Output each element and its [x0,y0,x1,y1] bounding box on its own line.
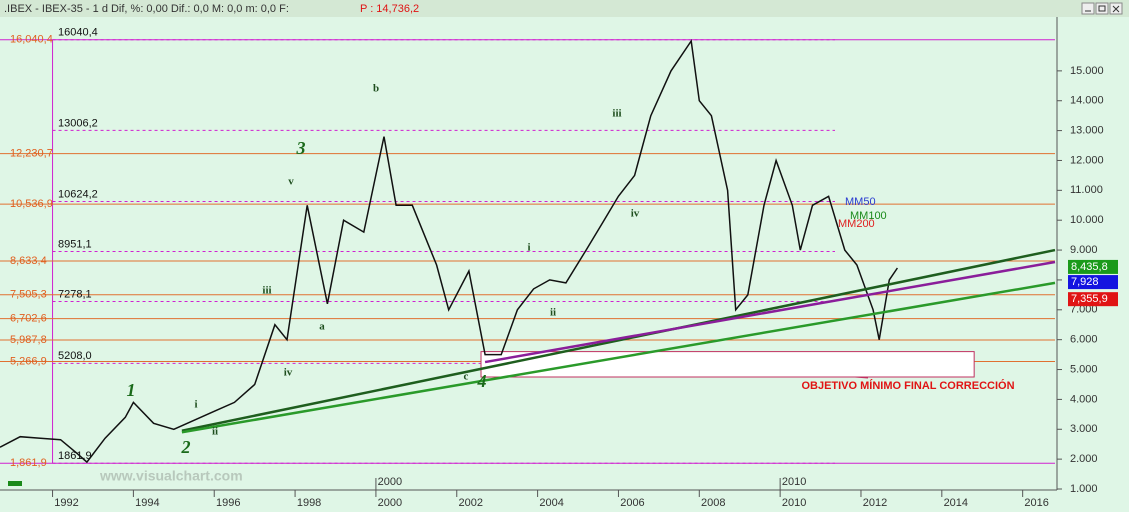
level-label: 1,861,9 [10,457,47,469]
fib-label: 8951,1 [58,238,92,250]
y-tick-label: 13.000 [1070,125,1104,137]
last-value-label: 8,435,8 [1071,261,1108,273]
last-value-box [1068,259,1118,274]
wave-label: 2 [181,437,191,457]
wave-label: iii [612,108,621,120]
status-icon [8,481,22,486]
y-tick-label: 14.000 [1070,95,1104,107]
last-value-box [1068,275,1118,290]
wave-label: 3 [296,138,306,158]
y-tick-label: 2.000 [1070,453,1098,465]
y-tick-label: 5.000 [1070,363,1098,375]
x-tick-label: 1994 [135,497,159,509]
y-tick-label: 1.000 [1070,483,1098,495]
trendline [181,281,1056,434]
era-label: 2010 [782,476,806,488]
y-tick-label: 9.000 [1070,244,1098,256]
x-tick-label: 2002 [459,497,483,509]
wave-label: v [288,176,294,188]
x-tick-label: 2012 [863,497,887,509]
wave-label: c [464,371,469,383]
x-tick-label: 2016 [1024,497,1048,509]
level-label: 16,040,4 [10,34,53,46]
target-pointer [854,376,869,379]
last-value-label: 7,928 [1071,276,1099,288]
y-tick-label: 7.000 [1070,304,1098,316]
ma-label: MM100 [850,210,887,222]
x-tick-label: 2006 [620,497,644,509]
level-label: 6,702,6 [10,313,47,325]
title-bar [0,0,1129,17]
wave-label: b [373,83,379,95]
wave-label: i [194,399,197,411]
y-tick-label: 3.000 [1070,423,1098,435]
wave-label: 4 [477,371,487,391]
level-label: 5,266,9 [10,355,47,367]
x-tick-label: 2010 [782,497,806,509]
maximize-icon [1098,5,1106,12]
y-tick-label: 4.000 [1070,393,1098,405]
wave-label: 1 [127,380,136,400]
wave-label: ii [212,426,218,438]
x-tick-label: 2000 [378,497,402,509]
x-tick-label: 1998 [297,497,321,509]
wave-label: a [319,321,325,333]
close-icon [1112,5,1120,13]
last-value-label: 7,355,9 [1071,293,1108,305]
fib-label: 7278,1 [58,288,92,300]
watermark: www.visualchart.com [99,468,243,484]
x-tick-label: 2014 [944,497,968,509]
level-label: 5,987,8 [10,334,47,346]
x-tick-label: 1992 [54,497,78,509]
wave-label: iii [262,285,271,297]
window-title: .IBEX - IBEX-35 - 1 d Dif, %: 0,00 Dif.:… [4,3,289,15]
era-label: 2000 [378,476,402,488]
maximize-button[interactable] [1095,2,1109,15]
level-label: 7,505,3 [10,289,47,301]
fib-label: 10624,2 [58,188,98,200]
target-label: OBJETIVO MÍNIMO FINAL CORRECCIÓN [801,379,1014,392]
trendline [181,248,1056,432]
wave-label: i [527,242,530,254]
fib-label: 5208,0 [58,350,92,362]
fib-label: 13006,2 [58,117,98,129]
minimize-button[interactable] [1081,2,1095,15]
x-tick-label: 2004 [539,497,563,509]
level-label: 8,633,4 [10,255,47,267]
level-label: 10,536,9 [10,198,53,210]
ma-label: MM200 [838,218,875,230]
trendline [484,260,1056,364]
y-tick-label: 12.000 [1070,154,1104,166]
y-tick-label: 11.000 [1070,184,1103,196]
y-tick-label: 10.000 [1070,214,1104,226]
wave-label: ii [550,307,556,319]
y-tick-label: 15.000 [1070,65,1104,77]
x-tick-label: 1996 [216,497,240,509]
x-tick-label: 2008 [701,497,725,509]
last-value-box [1068,292,1118,307]
fib-label: 16040,4 [58,27,98,39]
y-tick-label: 6.000 [1070,334,1098,346]
target-zone [480,351,975,378]
wave-label: iv [631,208,640,220]
ma-label: MM50 [845,196,876,208]
wave-label: iv [284,367,293,379]
window-price: P : 14,736,2 [360,3,419,15]
price-line [0,38,899,464]
level-label: 12,230,7 [10,147,53,159]
